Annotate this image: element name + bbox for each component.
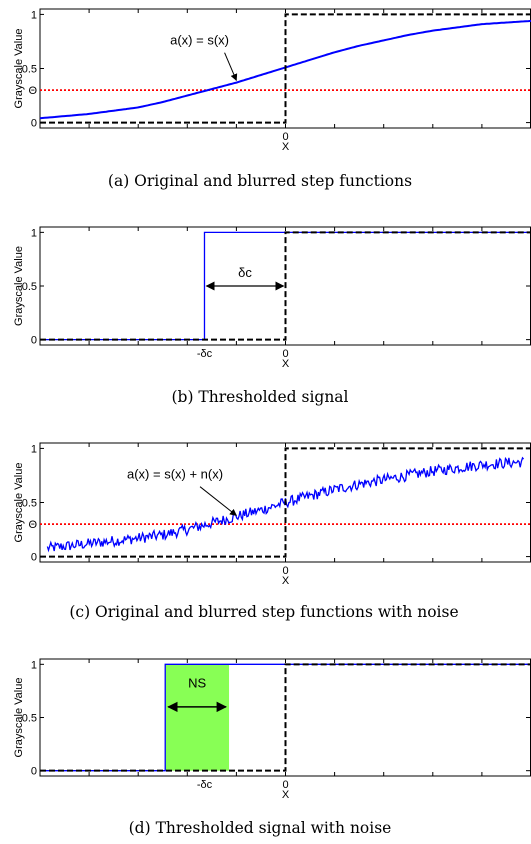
y-tick-label: 0	[31, 335, 37, 347]
step-function	[40, 13, 531, 124]
x-tick-label: 0	[282, 348, 288, 360]
x-tick-label: 0	[282, 131, 288, 143]
y-axis-label: Grayscale Value	[13, 246, 25, 326]
x-tick-label: -δc	[197, 779, 213, 791]
y-axis-label: Grayscale Value	[13, 678, 25, 758]
caption-b: (b) Thresholded signal	[171, 388, 348, 406]
y-tick-label: 1	[31, 443, 37, 455]
y-tick-label: 0	[31, 552, 37, 564]
step-function	[40, 663, 531, 772]
y-axis-label: Grayscale Value	[13, 463, 25, 543]
x-axis-label: X	[282, 141, 290, 153]
caption-d: (d) Thresholded signal with noise	[129, 819, 392, 837]
annotation-arrow	[224, 52, 238, 82]
y-tick-label: 0	[31, 118, 37, 130]
y-tick-label: 0	[31, 766, 37, 778]
caption-c: (c) Original and blurred step functions …	[69, 603, 458, 621]
y-tick-label: 1	[31, 9, 37, 21]
noise-band-label: NS	[188, 676, 206, 691]
y-tick-label: 0.5	[22, 281, 37, 293]
y-tick-label: 0.5	[22, 64, 37, 76]
noise-band	[165, 664, 230, 771]
delta-label: δc	[238, 265, 252, 280]
y-tick-label: 0.5	[22, 498, 37, 510]
y-tick-label: 1	[31, 227, 37, 239]
caption-a: (a) Original and blurred step functions	[108, 172, 412, 190]
step-function	[40, 447, 531, 558]
annotation-arrow	[199, 486, 237, 516]
y-tick-label: 0.5	[22, 713, 37, 725]
x-axis-label: X	[282, 789, 290, 801]
x-tick-label: -δc	[197, 348, 213, 360]
threshold-label: Θ	[28, 85, 37, 97]
y-axis-label: Grayscale Value	[13, 29, 25, 109]
x-axis-label: X	[282, 575, 290, 587]
step-function	[40, 231, 531, 341]
curve-annotation: a(x) = s(x) + n(x)	[127, 467, 223, 482]
curve-annotation: a(x) = s(x)	[170, 33, 229, 48]
x-axis-label: X	[282, 358, 290, 370]
y-tick-label: 1	[31, 659, 37, 671]
x-tick-label: 0	[282, 565, 288, 577]
noisy-curve	[46, 456, 525, 553]
x-tick-label: 0	[282, 779, 288, 791]
threshold-label: Θ	[28, 519, 37, 531]
